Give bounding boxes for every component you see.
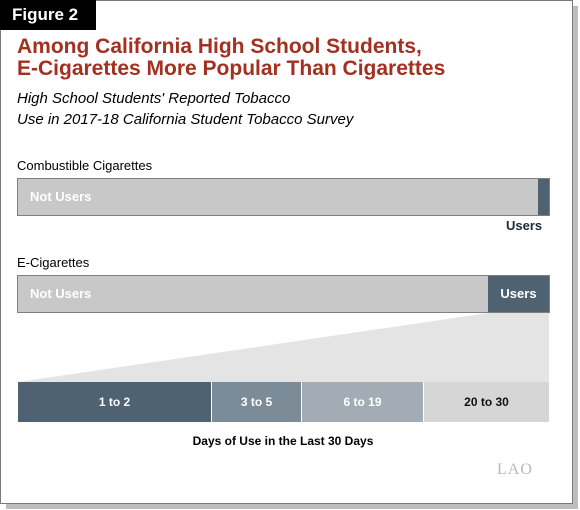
ecigarettes-label: E-Cigarettes <box>17 255 90 270</box>
subtitle-line-1: High School Students' Reported Tobacco <box>17 90 291 107</box>
breakdown-segment-1-to-2: 1 to 2 <box>18 382 212 422</box>
title-line-1: Among California High School Students, <box>17 35 422 58</box>
ecigarettes-bar <box>17 275 550 313</box>
ecigarettes-nonusers-segment <box>18 276 488 312</box>
lao-logo: LAO <box>497 461 533 478</box>
title-line-2: E-Cigarettes More Popular Than Cigarette… <box>17 57 446 80</box>
ecigarettes-users-segment <box>488 276 549 312</box>
figure-title: Among California High School Students, E… <box>17 36 557 80</box>
figure-label: Figure 2 <box>0 0 96 30</box>
cigarettes-nonusers-label: Not Users <box>30 189 92 204</box>
frame-shadow-right <box>573 6 578 506</box>
breakdown-segment-3-to-5: 3 to 5 <box>212 382 302 422</box>
breakdown-segment-20-to-30: 20 to 30 <box>424 382 549 422</box>
figure-subtitle: High School Students' Reported Tobacco U… <box>17 88 437 130</box>
cigarettes-users-label: Users <box>506 218 543 233</box>
ecigarettes-users-label: Users <box>500 286 537 301</box>
frame-shadow-bottom <box>6 504 578 509</box>
subtitle-line-2: Use in 2017-18 California Student Tobacc… <box>17 111 354 128</box>
cigarettes-users-segment <box>538 179 549 215</box>
breakdown-axis-label: Days of Use in the Last 30 Days <box>192 434 374 448</box>
cigarettes-label: Combustible Cigarettes <box>17 158 153 173</box>
cigarettes-nonusers-segment <box>18 179 538 215</box>
breakdown-segment-6-to-19: 6 to 19 <box>302 382 424 422</box>
ecigarettes-nonusers-label: Not Users <box>30 286 92 301</box>
cigarettes-bar <box>17 178 550 216</box>
